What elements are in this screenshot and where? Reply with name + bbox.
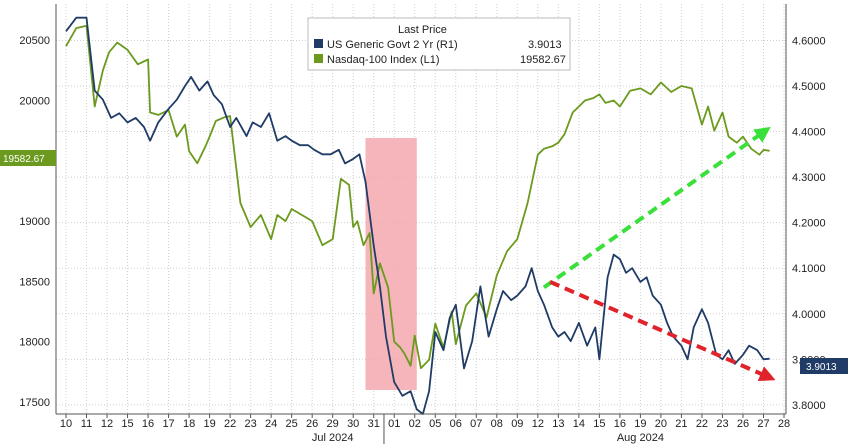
current-value-tags: 19582.67 3.9013 bbox=[0, 150, 848, 374]
x-tick-label: 17 bbox=[162, 418, 174, 430]
x-tick-label: 10 bbox=[60, 418, 72, 430]
x-tick-label: 23 bbox=[245, 418, 257, 430]
left-tick-label: 17500 bbox=[19, 397, 50, 409]
x-tick-label: 01 bbox=[388, 418, 400, 430]
x-tick-label: 31 bbox=[368, 418, 380, 430]
right-value-tag: 3.9013 bbox=[806, 362, 837, 373]
legend-value-nasdaq: 19582.67 bbox=[520, 54, 566, 66]
left-tick-label: 20500 bbox=[19, 35, 50, 47]
x-tick-label: 29 bbox=[327, 418, 339, 430]
x-tick-label: 12 bbox=[532, 418, 544, 430]
legend-value-2yr: 3.9013 bbox=[528, 39, 562, 51]
x-tick-label: 12 bbox=[101, 418, 113, 430]
right-tick-label: 4.5000 bbox=[792, 81, 826, 93]
right-tick-label: 4.6000 bbox=[792, 35, 826, 47]
shaded-region-rect bbox=[365, 138, 417, 390]
legend-swatch-nasdaq bbox=[314, 54, 323, 63]
left-value-tag: 19582.67 bbox=[3, 154, 45, 165]
legend-label-2yr: US Generic Govt 2 Yr (R1) bbox=[327, 39, 458, 51]
x-tick-label: 22 bbox=[224, 418, 236, 430]
shaded-region bbox=[365, 138, 417, 390]
legend-label-nasdaq: Nasdaq-100 Index (L1) bbox=[327, 54, 440, 66]
x-tick-label: 24 bbox=[265, 418, 277, 430]
x-tick-label: 22 bbox=[696, 418, 708, 430]
x-tick-label: 27 bbox=[757, 418, 769, 430]
x-tick-label: 16 bbox=[142, 418, 154, 430]
x-tick-label: 09 bbox=[511, 418, 523, 430]
x-tick-label: 13 bbox=[552, 418, 564, 430]
x-tick-label: 11 bbox=[81, 418, 92, 430]
legend-title: Last Price bbox=[398, 24, 447, 36]
x-tick-label: 02 bbox=[409, 418, 421, 430]
right-value-tag-bg bbox=[800, 358, 848, 374]
left-value-tag-bg bbox=[0, 150, 56, 166]
right-tick-label: 4.0000 bbox=[792, 309, 826, 321]
series-line-2yr bbox=[65, 16, 770, 415]
x-tick-label: 20 bbox=[655, 418, 667, 430]
left-tick-label: 20000 bbox=[19, 95, 50, 107]
left-tick-label: 18000 bbox=[19, 337, 50, 349]
x-tick-label: 15 bbox=[593, 418, 605, 430]
right-tick-label: 3.8000 bbox=[792, 400, 826, 412]
x-tick-label: 14 bbox=[573, 418, 585, 430]
x-tick-label: 16 bbox=[614, 418, 626, 430]
x-tick-label: 30 bbox=[347, 418, 359, 430]
x-tick-label: 05 bbox=[429, 418, 441, 430]
right-tick-label: 4.3000 bbox=[792, 172, 826, 184]
x-tick-label: 15 bbox=[121, 418, 133, 430]
legend-swatch-2yr bbox=[314, 39, 323, 48]
month-label: Jul 2024 bbox=[312, 432, 354, 444]
x-tick-label: 21 bbox=[675, 418, 687, 430]
x-tick-label: 28 bbox=[778, 418, 790, 430]
x-tick-label: 19 bbox=[203, 418, 215, 430]
trend-arrows bbox=[542, 126, 776, 382]
series-lines bbox=[65, 16, 770, 415]
x-tick-label: 08 bbox=[491, 418, 503, 430]
month-label: Aug 2024 bbox=[617, 432, 664, 444]
x-tick-label: 26 bbox=[737, 418, 749, 430]
left-tick-label: 18500 bbox=[19, 276, 50, 288]
trend-arrow bbox=[542, 126, 771, 290]
right-tick-label: 4.1000 bbox=[792, 263, 826, 275]
x-tick-label: 25 bbox=[286, 418, 298, 430]
x-tick-label: 18 bbox=[183, 418, 195, 430]
x-tick-label: 23 bbox=[716, 418, 728, 430]
legend: Last Price US Generic Govt 2 Yr (R1) 3.9… bbox=[307, 17, 571, 71]
right-tick-label: 4.2000 bbox=[792, 218, 826, 230]
x-tick-label: 26 bbox=[306, 418, 318, 430]
legend-box bbox=[307, 17, 571, 71]
x-tick-label: 06 bbox=[450, 418, 462, 430]
series-line-nasdaq bbox=[65, 24, 770, 370]
x-tick-label: 07 bbox=[470, 418, 482, 430]
right-tick-label: 4.4000 bbox=[792, 127, 826, 139]
left-tick-label: 19000 bbox=[19, 216, 50, 228]
trend-arrow bbox=[549, 280, 776, 382]
x-tick-label: 19 bbox=[634, 418, 646, 430]
